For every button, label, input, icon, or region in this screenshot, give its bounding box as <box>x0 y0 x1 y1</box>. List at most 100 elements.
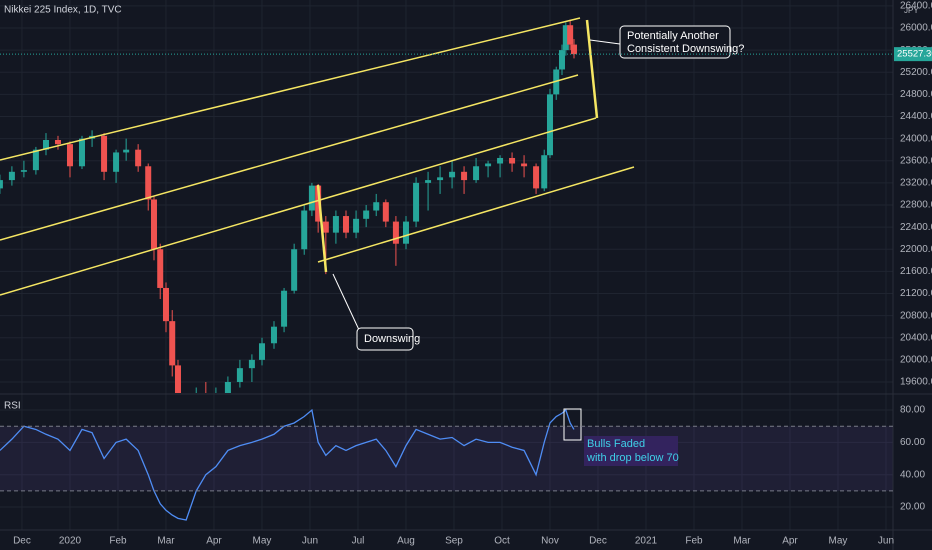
candle-body <box>101 135 108 172</box>
y-tick-label: 24400.00 <box>900 111 932 122</box>
callout-pointer <box>332 273 361 333</box>
candle-body <box>521 163 528 167</box>
x-tick-label: Jul <box>352 536 365 547</box>
candle-body <box>413 182 420 222</box>
candle-body <box>20 170 27 172</box>
candle-body <box>541 155 548 189</box>
candle-body <box>8 171 15 181</box>
x-tick-label: Mar <box>733 536 751 547</box>
chart-title: Nikkei 225 Index, 1D, TVC <box>4 5 122 16</box>
candle-body <box>150 199 157 250</box>
candle-body <box>402 221 409 244</box>
annotation: Potentially Another <box>627 30 719 42</box>
x-tick-label: Apr <box>206 536 222 547</box>
y-tick-label: 22800.00 <box>900 200 932 211</box>
candle-body <box>113 152 120 172</box>
x-tick-label: May <box>829 536 848 547</box>
y-tick-label: 23600.00 <box>900 155 932 166</box>
candle-body <box>461 171 468 181</box>
candle-body <box>363 210 370 219</box>
y-tick-label: 26000.00 <box>900 23 932 34</box>
candle-body <box>570 44 577 55</box>
rsi-line <box>0 408 575 521</box>
candles <box>0 19 577 393</box>
channel-line <box>0 117 597 296</box>
x-tick-label: 2021 <box>635 536 658 547</box>
x-tick-label: Dec <box>589 536 607 547</box>
candle-body <box>473 166 480 181</box>
annotation: Downswing <box>364 333 420 345</box>
candle-body <box>32 149 39 171</box>
candle-body <box>54 139 61 145</box>
x-tick-label: Jun <box>302 536 318 547</box>
candle-body <box>449 171 456 178</box>
candle-body <box>342 216 349 233</box>
x-tick-label: Mar <box>157 536 175 547</box>
candle-body <box>533 166 540 189</box>
last-price-box <box>894 47 932 62</box>
x-tick-label: May <box>253 536 272 547</box>
candle-body <box>567 25 574 45</box>
y-tick-label: 26400.00 <box>900 1 932 12</box>
x-tick-label: Oct <box>494 536 510 547</box>
indicator-name: RSI <box>4 401 21 412</box>
y-tick-label: 20400.00 <box>900 332 932 343</box>
candle-body <box>281 290 288 327</box>
y-tick-label: 21600.00 <box>900 266 932 277</box>
candle-body <box>42 139 49 150</box>
swing-line <box>316 184 328 273</box>
candle-body <box>66 144 73 167</box>
channel-line <box>0 17 581 161</box>
candle-body <box>301 210 308 250</box>
candle-body <box>382 202 389 222</box>
candle-body <box>291 249 298 291</box>
callout-pointer <box>589 39 621 45</box>
candle-body <box>236 368 243 382</box>
x-tick-label: Sep <box>445 536 463 547</box>
highlight-box <box>563 408 582 441</box>
callout-box <box>619 25 731 59</box>
drawings <box>0 17 635 333</box>
rsi-pane <box>0 408 575 521</box>
candle-body <box>509 157 516 164</box>
candle-body <box>169 321 176 366</box>
candle-body <box>0 180 3 189</box>
candle-body <box>162 287 169 322</box>
annotation: Bulls Faded <box>587 438 645 450</box>
candle-body <box>258 343 265 360</box>
y-tick-label: 80.00 <box>900 405 925 416</box>
y-tick-label: 25200.00 <box>900 67 932 78</box>
y-tick-label: 24000.00 <box>900 133 932 144</box>
y-tick-label: 21200.00 <box>900 288 932 299</box>
x-tick-label: Dec <box>13 536 31 547</box>
candle-body <box>135 149 142 167</box>
candle-body <box>497 157 504 164</box>
y-tick-label: 19600.00 <box>900 377 932 388</box>
y-tick-label: 20000.00 <box>900 355 932 366</box>
x-tick-label: Aug <box>397 536 415 547</box>
y-tick-label: 22000.00 <box>900 244 932 255</box>
candle-body <box>353 218 360 233</box>
y-tick-label: 22400.00 <box>900 222 932 233</box>
candle-body <box>425 180 432 183</box>
candle-body <box>315 185 322 222</box>
candle-body <box>558 50 565 70</box>
candle-body <box>437 177 444 181</box>
y-tick-label: 23200.00 <box>900 178 932 189</box>
rsi-band <box>0 426 893 491</box>
candle-body <box>145 166 152 200</box>
last-price-label: 25527.30 <box>897 49 932 60</box>
callout-box <box>356 327 414 351</box>
candle-body <box>157 249 164 288</box>
note-box <box>584 436 678 466</box>
channel-line <box>0 74 579 241</box>
candle-body <box>546 94 553 156</box>
candle-body <box>392 221 399 244</box>
y-tick-label: 20800.00 <box>900 310 932 321</box>
y-tick-label: 60.00 <box>900 437 925 448</box>
x-tick-label: Jun <box>878 536 894 547</box>
candle-body <box>322 221 329 233</box>
x-tick-label: Feb <box>685 536 703 547</box>
